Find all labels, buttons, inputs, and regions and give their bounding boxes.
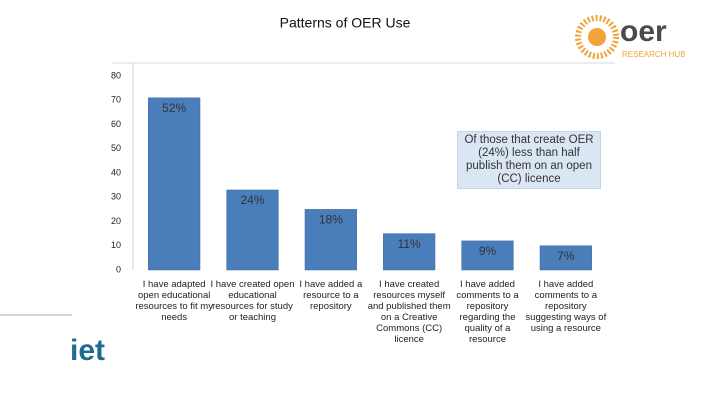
bar [148, 97, 201, 271]
value-label: 52% [162, 101, 186, 115]
bar [539, 245, 592, 271]
x-tick-label: I have added a resource to a repository [299, 279, 363, 312]
x-tick-label: I have adapted open educational resource… [135, 279, 213, 323]
y-tick-label: 50 [111, 143, 121, 153]
y-tick-label: 40 [111, 167, 121, 177]
iet-logo: iet [70, 334, 105, 367]
oer-logo: oer RESEARCH HUB [575, 15, 686, 59]
value-label: 24% [240, 193, 264, 207]
bar [226, 189, 279, 271]
value-label: 9% [479, 244, 497, 258]
value-label: 11% [398, 237, 421, 251]
chart-title: Patterns of OER Use [280, 15, 411, 31]
y-tick-label: 70 [111, 95, 121, 105]
y-tick-label: 0 [116, 264, 121, 274]
y-tick-label: 20 [111, 216, 121, 226]
bar [383, 233, 436, 271]
x-tick-label: I have created open educational resource… [210, 279, 295, 323]
y-tick-label: 60 [111, 119, 121, 129]
logo-sub: RESEARCH HUB [622, 50, 686, 59]
value-label: 7% [557, 249, 575, 263]
bar [461, 240, 514, 271]
x-tick-label: I have added comments to a repository re… [456, 279, 519, 345]
y-tick-label: 30 [111, 192, 121, 202]
logo-burst [575, 15, 619, 59]
annotation: Of those that create OER (24%) less than… [457, 131, 601, 189]
x-tick-label: I have created resources myself and publ… [367, 279, 451, 345]
y-tick-label: 80 [111, 70, 121, 80]
y-tick-label: 10 [111, 240, 121, 250]
logo-text: oer [620, 15, 667, 48]
x-tick-label: I have added comments to a repository su… [525, 279, 607, 334]
value-label: 18% [319, 213, 343, 227]
logo-burst [588, 28, 606, 46]
bar [304, 209, 357, 271]
